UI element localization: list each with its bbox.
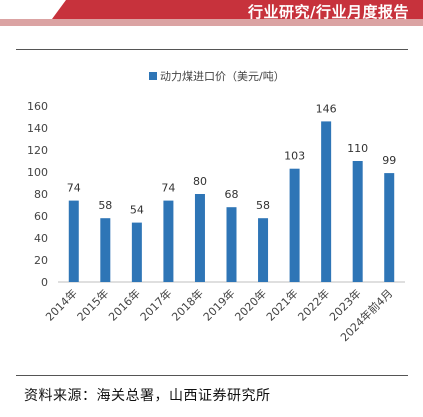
x-tick-label: 2016年 <box>106 286 143 323</box>
data-label: 58 <box>98 199 112 212</box>
data-label: 54 <box>130 204 144 217</box>
bar <box>226 207 237 282</box>
legend-label: 动力煤进口价（美元/吨） <box>160 70 285 83</box>
y-axis: 0 20 40 60 80 100 120 140 160 <box>27 100 48 289</box>
bar <box>321 121 332 283</box>
data-label: 74 <box>67 182 81 195</box>
bar <box>68 200 79 282</box>
data-label: 68 <box>225 188 239 201</box>
bar <box>131 222 142 282</box>
y-tick-label: 40 <box>34 232 48 245</box>
banner-red-band <box>52 0 423 19</box>
chart-legend: 动力煤进口价（美元/吨） <box>149 70 285 83</box>
data-label: 110 <box>347 142 368 155</box>
bottom-divider <box>16 375 408 376</box>
report-header-banner <box>0 0 423 26</box>
x-tick-label: 2021年 <box>263 286 300 323</box>
data-labels: 74 58 54 74 80 68 58 103 146 110 99 <box>67 102 396 216</box>
bar <box>163 200 174 282</box>
bar <box>289 168 300 282</box>
bar <box>258 218 269 282</box>
data-label: 99 <box>382 154 396 167</box>
y-tick-label: 60 <box>34 210 48 223</box>
y-tick-label: 120 <box>27 144 48 157</box>
x-tick-label: 2017年 <box>137 286 174 323</box>
x-axis: 2014年2015年2016年2017年2018年2019年2020年2021年… <box>42 286 395 344</box>
top-divider <box>16 49 408 50</box>
x-tick-label: 2015年 <box>74 286 111 323</box>
report-header-title: 行业研究/行业月度报告 <box>248 3 409 21</box>
data-label: 146 <box>316 102 337 115</box>
data-label: 80 <box>193 175 207 188</box>
y-tick-label: 80 <box>34 188 48 201</box>
y-tick-label: 140 <box>27 122 48 135</box>
data-label: 103 <box>284 150 305 163</box>
bar <box>194 194 205 282</box>
bar-series <box>68 121 395 283</box>
x-tick-label: 2019年 <box>200 286 237 323</box>
bar <box>100 218 111 282</box>
y-tick-label: 100 <box>27 166 48 179</box>
data-label: 74 <box>161 182 175 195</box>
bar <box>352 161 363 282</box>
x-tick-label: 2022年 <box>295 286 332 323</box>
legend-swatch <box>149 72 157 80</box>
y-tick-label: 0 <box>41 276 48 289</box>
x-tick-label: 2020年 <box>232 286 269 323</box>
y-tick-label: 160 <box>27 100 48 113</box>
source-note: 资料来源：海关总署，山西证券研究所 <box>24 388 271 404</box>
y-tick-label: 20 <box>34 254 48 267</box>
banner-stripe <box>0 19 423 26</box>
bar <box>384 173 395 282</box>
x-tick-label: 2014年 <box>42 286 79 323</box>
data-label: 58 <box>256 199 270 212</box>
chart: 动力煤进口价（美元/吨） 0 20 40 60 80 100 120 140 160 74 58 5… <box>27 70 405 344</box>
x-tick-label: 2018年 <box>169 286 206 323</box>
